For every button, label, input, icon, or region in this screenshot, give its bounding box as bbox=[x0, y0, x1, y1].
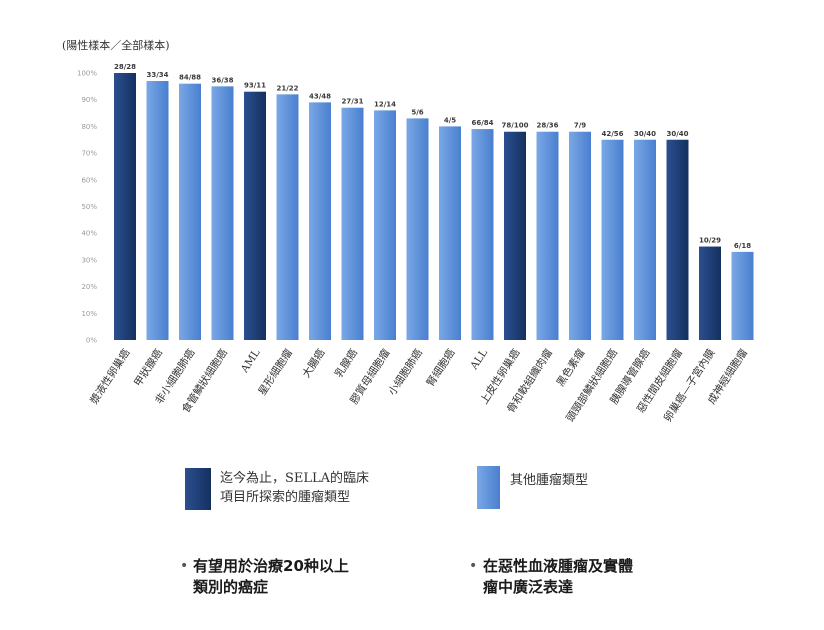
chart-title: (陽性樣本／全部樣本) bbox=[62, 39, 170, 52]
bullet-dot: • bbox=[180, 558, 189, 574]
y-tick-label: 60% bbox=[81, 176, 97, 184]
bar-value-label: 28/28 bbox=[114, 63, 136, 71]
bullet-point-second: 在惡性血液腫瘤及實體 瘤中廣泛表達 bbox=[483, 556, 633, 598]
bar-value-label: 28/36 bbox=[536, 122, 558, 130]
bar-value-label: 33/34 bbox=[146, 71, 168, 79]
bar-other bbox=[731, 251, 754, 340]
bullet-second-line1: 在惡性血液腫瘤及實體 bbox=[483, 557, 634, 575]
bar-value-label: 27/31 bbox=[341, 98, 363, 106]
bar-value-labels: 28/28 33/34 84/88 36/38 93/11 21/22 43/48 27/31… bbox=[114, 63, 751, 250]
bar-value-label: 6/18 bbox=[734, 242, 751, 250]
y-tick-label: 30% bbox=[81, 256, 97, 264]
bar-sella bbox=[699, 246, 721, 340]
bar-other bbox=[569, 131, 591, 340]
bar-value-label: 21/22 bbox=[276, 84, 298, 92]
category-label: 大腸癌 bbox=[299, 346, 327, 380]
bar-value-label: 4/5 bbox=[444, 116, 456, 124]
y-tick-label: 40% bbox=[81, 230, 97, 238]
bar-value-label: 5/6 bbox=[411, 108, 423, 116]
bar-other bbox=[341, 107, 364, 341]
legend-label-other: 其他腫瘤類型 bbox=[510, 471, 588, 490]
y-tick-label: 80% bbox=[81, 123, 97, 131]
bar-value-label: 84/88 bbox=[179, 74, 201, 82]
legend-label-sella: 迄今為止，SELLA的臨床 項目所探索的腫瘤類型 bbox=[220, 469, 369, 507]
bar-value-label: 78/100 bbox=[502, 122, 529, 130]
y-tick-label: 10% bbox=[81, 310, 97, 318]
bullet-point-first: 有望用於治療20种以上 類別的癌症 bbox=[193, 556, 349, 598]
category-label: ALL bbox=[468, 347, 490, 372]
bar-other bbox=[146, 81, 169, 340]
y-axis-ticks: 100% 90% 80% 70% 60% 50% 40% 30% 20% 10% 0% bbox=[77, 70, 97, 345]
bar-value-label: 30/40 bbox=[666, 130, 688, 138]
bar-value-label: 30/40 bbox=[634, 130, 656, 138]
legend-swatch-other bbox=[477, 466, 500, 509]
category-label: 漿液性卵巢癌 bbox=[87, 346, 132, 406]
bar-sella bbox=[244, 91, 266, 340]
y-tick-label: 20% bbox=[81, 283, 97, 291]
bar-other bbox=[179, 83, 201, 341]
bullet-first-line1: 有望用於治療20种以上 bbox=[193, 557, 349, 575]
bar-value-label: 36/38 bbox=[211, 76, 233, 84]
bars bbox=[114, 73, 754, 341]
bar-sella bbox=[114, 73, 136, 340]
bullet-dot: • bbox=[469, 558, 478, 574]
y-tick-label: 0% bbox=[86, 337, 97, 345]
bar-other bbox=[471, 129, 494, 340]
legend-label-sella-line1: 迄今為止，SELLA的臨床 bbox=[220, 471, 370, 486]
bar-other bbox=[634, 139, 656, 340]
category-label: 黑色素瘤 bbox=[554, 346, 588, 389]
category-label: 甲狀腺癌 bbox=[131, 346, 165, 389]
bar-sella bbox=[666, 139, 689, 340]
bar-chart: 100% 90% 80% 70% 60% 50% 40% 30% 20% 10% 0% 28/28 3… bbox=[77, 63, 754, 424]
bar-value-label: 43/48 bbox=[309, 92, 331, 100]
bar-value-label: 66/84 bbox=[471, 119, 493, 127]
bar-other bbox=[406, 118, 429, 340]
legend-swatch-sella bbox=[185, 468, 211, 510]
category-label: 腎細胞癌 bbox=[424, 346, 458, 389]
bar-sella bbox=[504, 131, 526, 340]
bar-other bbox=[374, 110, 396, 340]
bar-other bbox=[309, 102, 331, 341]
legend-label-sella-line2: 項目所探索的腫瘤類型 bbox=[220, 490, 351, 505]
bar-value-label: 93/11 bbox=[244, 82, 266, 90]
legend-label-other-text: 其他腫瘤類型 bbox=[510, 473, 589, 488]
bar-other bbox=[439, 126, 461, 341]
category-label: 乳腺癌 bbox=[332, 346, 360, 380]
bar-value-label: 42/56 bbox=[601, 130, 623, 138]
bar-other bbox=[536, 131, 559, 340]
y-tick-label: 50% bbox=[81, 203, 97, 211]
bar-value-label: 12/14 bbox=[374, 100, 396, 108]
y-tick-label: 70% bbox=[81, 150, 97, 158]
bar-other bbox=[211, 86, 234, 340]
y-tick-label: 90% bbox=[81, 96, 97, 104]
bullet-first-line2: 類別的癌症 bbox=[193, 578, 269, 596]
bar-value-label: 7/9 bbox=[574, 122, 586, 130]
bar-other bbox=[601, 139, 624, 340]
bar-other bbox=[276, 94, 299, 340]
bar-value-label: 10/29 bbox=[699, 237, 721, 245]
bullet-second-line2: 瘤中廣泛表達 bbox=[483, 578, 574, 596]
y-tick-label: 100% bbox=[77, 70, 97, 78]
category-label: AML bbox=[238, 347, 262, 376]
